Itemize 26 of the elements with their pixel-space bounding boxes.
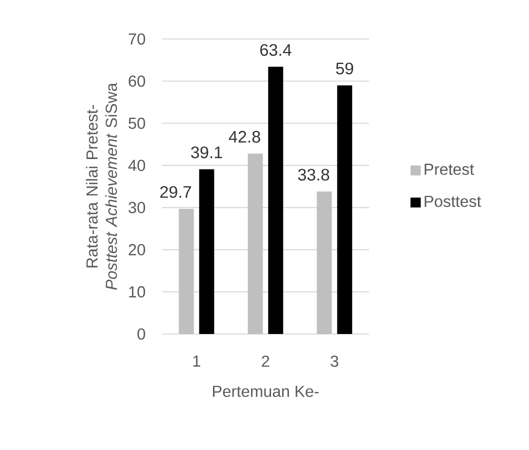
bar — [268, 66, 284, 334]
data-label: 42.8 — [228, 130, 260, 143]
bar — [248, 154, 263, 334]
y-tick-label: 0 — [137, 328, 146, 340]
y-tick-label: 20 — [128, 244, 146, 256]
x-tick-label: 2 — [262, 356, 270, 367]
legend-label: Pretest — [424, 164, 474, 175]
y-tick-label: 30 — [128, 202, 146, 214]
data-label: 29.7 — [160, 186, 192, 198]
data-label: 39.1 — [191, 146, 222, 158]
bar — [178, 208, 194, 334]
data-label: 63.4 — [260, 44, 292, 56]
y-tick-label: 60 — [128, 75, 146, 87]
data-label: 33.8 — [298, 168, 330, 181]
y-tick-label: 40 — [128, 160, 146, 172]
x-axis-title: Pertemuan Ke- — [213, 386, 319, 397]
data-label: 59 — [336, 62, 354, 74]
bar — [316, 192, 332, 334]
legend-label: Posttest — [424, 196, 482, 207]
x-tick-label: 1 — [193, 356, 200, 367]
bar — [337, 85, 352, 334]
y-tick-label: 50 — [128, 118, 146, 129]
bar — [199, 169, 214, 334]
y-tick-label: 10 — [129, 286, 146, 298]
x-tick-label: 3 — [330, 356, 338, 367]
y-tick-label: 70 — [128, 33, 146, 45]
